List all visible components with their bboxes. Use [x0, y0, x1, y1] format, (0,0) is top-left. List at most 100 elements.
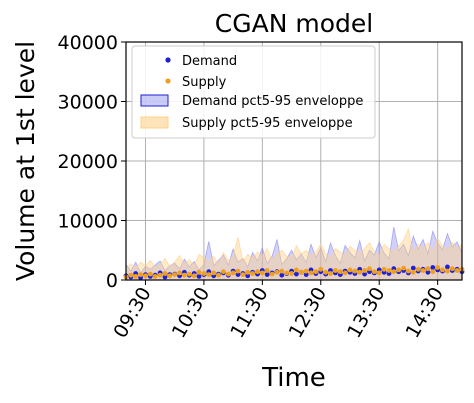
supply-point — [425, 266, 431, 272]
supply-point — [410, 269, 416, 275]
y-tick-label: 10000 — [58, 211, 118, 233]
supply-point — [371, 269, 377, 275]
supply-point — [230, 270, 236, 276]
y-tick-label: 30000 — [58, 92, 118, 114]
demand-point — [425, 269, 431, 275]
supply-point — [430, 269, 436, 275]
supply-point — [396, 267, 402, 273]
y-axis-label: Volume at 1st level — [11, 41, 40, 281]
supply-point — [264, 268, 270, 273]
supply-point — [357, 269, 363, 275]
supply-point — [386, 268, 392, 273]
chart-title: CGAN model — [215, 9, 373, 38]
supply-point — [255, 269, 260, 275]
supply-point — [191, 273, 197, 279]
supply-point — [128, 272, 134, 278]
supply-point — [435, 265, 441, 270]
supply-point — [201, 271, 207, 276]
demand-point — [430, 265, 436, 270]
supply-point — [313, 269, 319, 275]
supply-point — [449, 266, 455, 272]
supply-point — [328, 271, 333, 276]
supply-point — [333, 268, 338, 273]
supply-point — [182, 272, 187, 278]
supply-point — [342, 270, 348, 276]
x-axis-label: Time — [261, 363, 326, 393]
demand-point — [235, 272, 241, 277]
supply-point — [406, 268, 411, 274]
supply-point — [391, 269, 397, 275]
supply-point — [401, 265, 406, 271]
demand-point — [410, 265, 416, 271]
supply-point — [206, 272, 212, 277]
supply-point — [440, 267, 445, 273]
supply-point — [420, 268, 426, 273]
legend-supply-marker — [165, 78, 171, 84]
demand-point — [196, 274, 202, 279]
supply-point — [250, 271, 256, 276]
demand-point — [294, 271, 299, 277]
demand-point — [245, 273, 251, 279]
demand-point — [362, 271, 367, 277]
supply-point — [289, 271, 294, 276]
legend-supply-label: Supply — [182, 75, 227, 90]
legend-demand-label: Demand — [182, 54, 237, 69]
legend-demand-band-swatch — [140, 94, 169, 107]
supply-point — [381, 266, 387, 272]
supply-point — [323, 269, 329, 275]
supply-point — [294, 267, 299, 273]
demand-point — [445, 264, 450, 270]
supply-point — [318, 266, 324, 272]
y-tick-label: 20000 — [58, 151, 118, 173]
supply-point — [157, 272, 163, 278]
supply-point — [303, 268, 309, 274]
supply-point — [308, 270, 314, 276]
supply-point — [138, 272, 144, 277]
y-axis: 0 10000 20000 30000 40000 — [58, 32, 126, 292]
demand-point — [162, 274, 168, 280]
supply-point — [133, 274, 139, 279]
supply-point — [240, 272, 246, 277]
supply-point — [367, 266, 372, 272]
supply-point — [279, 268, 285, 274]
supply-point — [284, 270, 290, 276]
supply-point — [362, 268, 367, 273]
supply-point — [445, 268, 450, 274]
supply-point — [221, 269, 226, 275]
supply-point — [211, 270, 217, 276]
supply-point — [274, 269, 280, 275]
legend-demand-marker — [165, 57, 171, 63]
legend-box — [131, 45, 376, 139]
y-tick-label: 40000 — [58, 32, 118, 54]
legend: Demand Supply Demand pct5-95 enveloppe S… — [131, 45, 376, 139]
supply-point — [152, 274, 158, 279]
supply-point — [167, 273, 173, 279]
legend-supply-band-swatch — [140, 116, 169, 129]
y-tick-label: 0 — [106, 270, 118, 292]
supply-point — [186, 271, 192, 277]
supply-point — [177, 270, 183, 276]
supply-point — [352, 268, 358, 274]
legend-demand-band-label: Demand pct5-95 enveloppe — [182, 94, 363, 109]
demand-point — [264, 272, 270, 277]
supply-point — [259, 270, 265, 276]
supply-point — [225, 271, 231, 277]
supply-point — [235, 268, 241, 274]
supply-point — [347, 267, 353, 273]
supply-point — [216, 272, 221, 278]
supply-point — [196, 269, 202, 275]
supply-point — [415, 266, 421, 272]
demand-point — [279, 272, 285, 278]
scatter-points — [123, 264, 465, 280]
supply-point — [143, 273, 148, 279]
supply-point — [376, 270, 382, 276]
supply-point — [245, 269, 251, 275]
supply-point — [269, 271, 275, 277]
supply-point — [298, 269, 304, 275]
supply-point — [337, 269, 343, 275]
supply-point — [147, 271, 153, 277]
demand-point — [303, 272, 309, 277]
legend-supply-band-label: Supply pct5-95 enveloppe — [182, 116, 353, 131]
supply-point — [162, 271, 168, 276]
